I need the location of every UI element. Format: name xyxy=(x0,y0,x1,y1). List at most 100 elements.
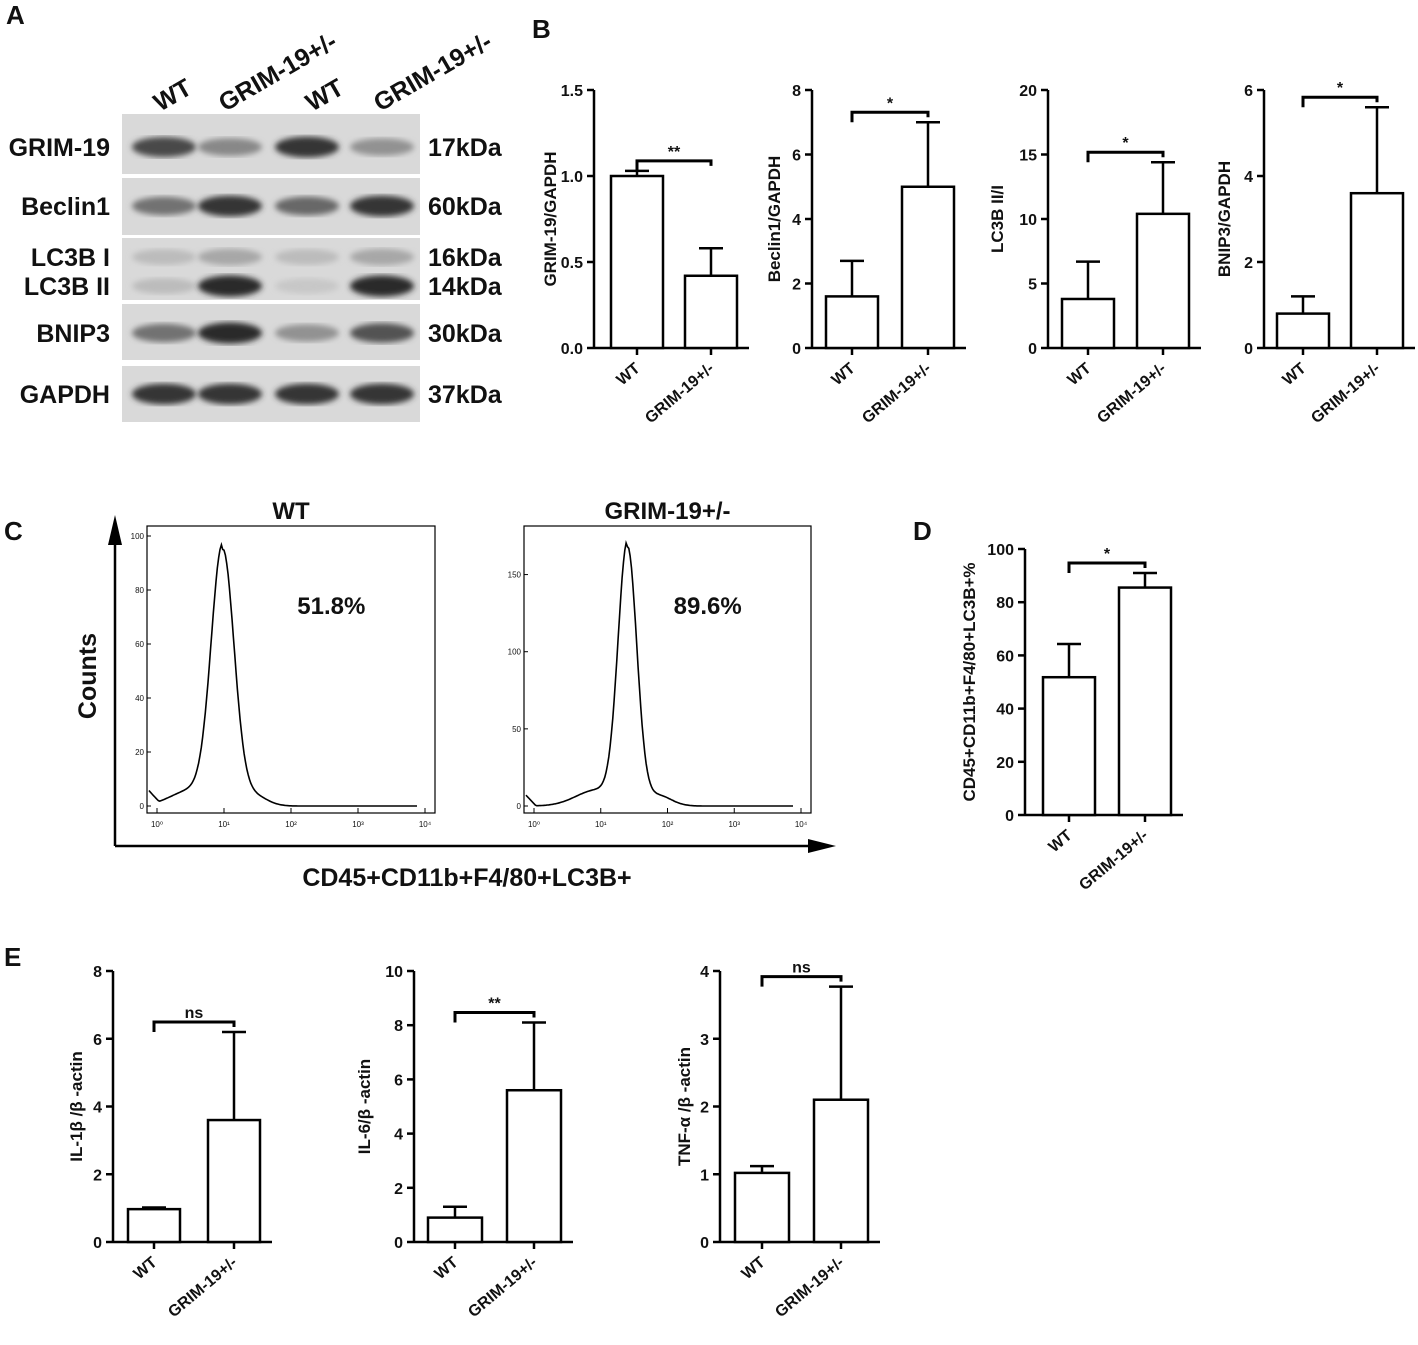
flow-y-tick-label: 0 xyxy=(140,802,145,811)
y-tick-label: 80 xyxy=(996,595,1014,612)
y-axis-label: Beclin1/GAPDH xyxy=(765,156,784,283)
significance-label: * xyxy=(1104,546,1111,563)
y-tick-label: 0.0 xyxy=(561,341,583,358)
y-tick-label: 10 xyxy=(1019,212,1037,229)
y-tick-label: 0 xyxy=(1244,341,1253,358)
flow-y-tick-label: 80 xyxy=(135,586,144,595)
y-tick-label: 0 xyxy=(1028,341,1037,358)
blot-band xyxy=(198,138,262,156)
x-category-label: GRIM-19+/- xyxy=(1094,360,1169,427)
x-category-label: GRIM-19+/- xyxy=(1308,360,1383,427)
y-tick-label: 2 xyxy=(1244,255,1253,272)
y-axis-label: BNIP3/GAPDH xyxy=(1215,161,1234,277)
significance-bracket xyxy=(1067,561,1147,573)
flow-y-tick-label: 100 xyxy=(508,648,522,657)
bar-chart: 0 2 4 6 8 WT GRIM-19+/- * Beclin1/GAPDH xyxy=(765,83,966,427)
intensity-arrow xyxy=(808,839,836,853)
histogram: WT 51.8% 0 20 40 60 80 100 10⁰ 10¹ 10² 10³ 10⁴ xyxy=(131,498,436,829)
y-tick-label: 10 xyxy=(385,964,403,981)
histogram-frame xyxy=(523,525,812,814)
blot-band xyxy=(350,138,414,156)
bar-chart: 0 1 2 3 4 WT GRIM-19+/- ns TNF-α /β -actin xyxy=(675,960,880,1321)
flow-x-tick-label: 10³ xyxy=(352,820,364,829)
lane-header: GRIM-19+/- xyxy=(369,27,497,117)
y-tick-label: 2 xyxy=(394,1181,403,1198)
x-category-label: WT xyxy=(1046,827,1076,856)
y-tick-label: 2 xyxy=(93,1167,102,1184)
y-axis-label: IL-1β /β -actin xyxy=(67,1051,86,1161)
bar xyxy=(1275,312,1331,350)
flow-cytometry: Counts CD45+CD11b+F4/80+LC3B+ WT 51.8% 0 20 40… xyxy=(74,498,836,892)
significance-bracket xyxy=(635,159,713,171)
y-tick-label: 0 xyxy=(792,341,801,358)
kda-label: 30kDa xyxy=(428,320,503,348)
x-category-label: GRIM-19+/- xyxy=(859,360,934,427)
blot-band xyxy=(275,278,339,294)
blot-band xyxy=(350,195,414,217)
blot-band xyxy=(132,383,196,405)
y-tick-label: 15 xyxy=(1019,148,1037,165)
y-tick-label: 4 xyxy=(700,964,709,981)
histogram: GRIM-19+/- 89.6% 0 50 100 150 10⁰ 10¹ 10² 10³ 10⁴ xyxy=(508,498,812,829)
panel-b-label: B xyxy=(532,14,551,44)
bar xyxy=(1117,586,1173,817)
x-category-label: WT xyxy=(739,1254,769,1283)
x-category-label: WT xyxy=(1065,360,1095,389)
blot-band xyxy=(275,324,339,342)
blot-band xyxy=(198,275,262,297)
flow-x-label: CD45+CD11b+F4/80+LC3B+ xyxy=(302,864,631,892)
y-tick-label: 0 xyxy=(1005,808,1014,825)
bar xyxy=(1135,212,1191,350)
panel-e-label: E xyxy=(4,942,21,972)
y-tick-label: 0 xyxy=(700,1235,709,1252)
y-tick-label: 8 xyxy=(792,83,801,100)
kda-label: 14kDa xyxy=(428,273,503,301)
bar xyxy=(733,1171,791,1244)
bar xyxy=(609,174,665,350)
x-category-label: GRIM-19+/- xyxy=(642,360,717,427)
y-tick-label: 20 xyxy=(996,755,1014,772)
y-axis-label: IL-6/β -actin xyxy=(355,1059,374,1154)
y-tick-label: 20 xyxy=(1019,83,1037,100)
y-tick-label: 1 xyxy=(700,1167,709,1184)
flow-y-tick-label: 60 xyxy=(135,640,144,649)
x-category-label: GRIM-19+/- xyxy=(772,1254,847,1321)
panel-c-label: C xyxy=(4,516,23,546)
flow-x-tick-label: 10³ xyxy=(728,820,740,829)
y-tick-label: 1.5 xyxy=(561,83,583,100)
counts-label: Counts xyxy=(74,633,102,719)
bar xyxy=(900,185,956,350)
bar xyxy=(1349,191,1405,350)
y-tick-label: 8 xyxy=(394,1018,403,1035)
y-tick-label: 4 xyxy=(394,1127,403,1144)
y-tick-label: 6 xyxy=(1244,83,1253,100)
y-tick-label: 8 xyxy=(93,964,102,981)
flow-x-tick-label: 10¹ xyxy=(218,820,230,829)
flow-x-tick-label: 10¹ xyxy=(595,820,607,829)
kda-label: 17kDa xyxy=(428,134,503,162)
y-tick-label: 6 xyxy=(93,1032,102,1049)
percent-label: 89.6% xyxy=(674,593,742,620)
y-tick-label: 0 xyxy=(93,1235,102,1252)
panel-d-label: D xyxy=(913,516,932,546)
significance-bracket xyxy=(760,975,843,987)
y-tick-label: 6 xyxy=(792,148,801,165)
y-tick-label: 3 xyxy=(700,1032,709,1049)
bar xyxy=(505,1088,563,1244)
histogram-title: WT xyxy=(272,498,310,525)
y-axis-label: CD45+CD11b+F4/80+LC3B+% xyxy=(960,562,979,801)
y-tick-label: 2 xyxy=(700,1100,709,1117)
bar-chart: 0 2 4 6 8 10 WT GRIM-19+/- ** IL-6/β -actin xyxy=(355,964,573,1321)
x-category-label: WT xyxy=(131,1254,161,1283)
flow-y-tick-label: 40 xyxy=(135,694,144,703)
blot-band xyxy=(198,383,262,405)
blot-band xyxy=(275,249,339,265)
protein-label: BNIP3 xyxy=(36,320,110,348)
bar xyxy=(206,1118,262,1244)
y-tick-label: 60 xyxy=(996,648,1014,665)
x-category-label: GRIM-19+/- xyxy=(1076,827,1151,894)
blot-band xyxy=(350,275,414,297)
lane-header: WT xyxy=(149,74,197,118)
bar xyxy=(426,1216,484,1244)
